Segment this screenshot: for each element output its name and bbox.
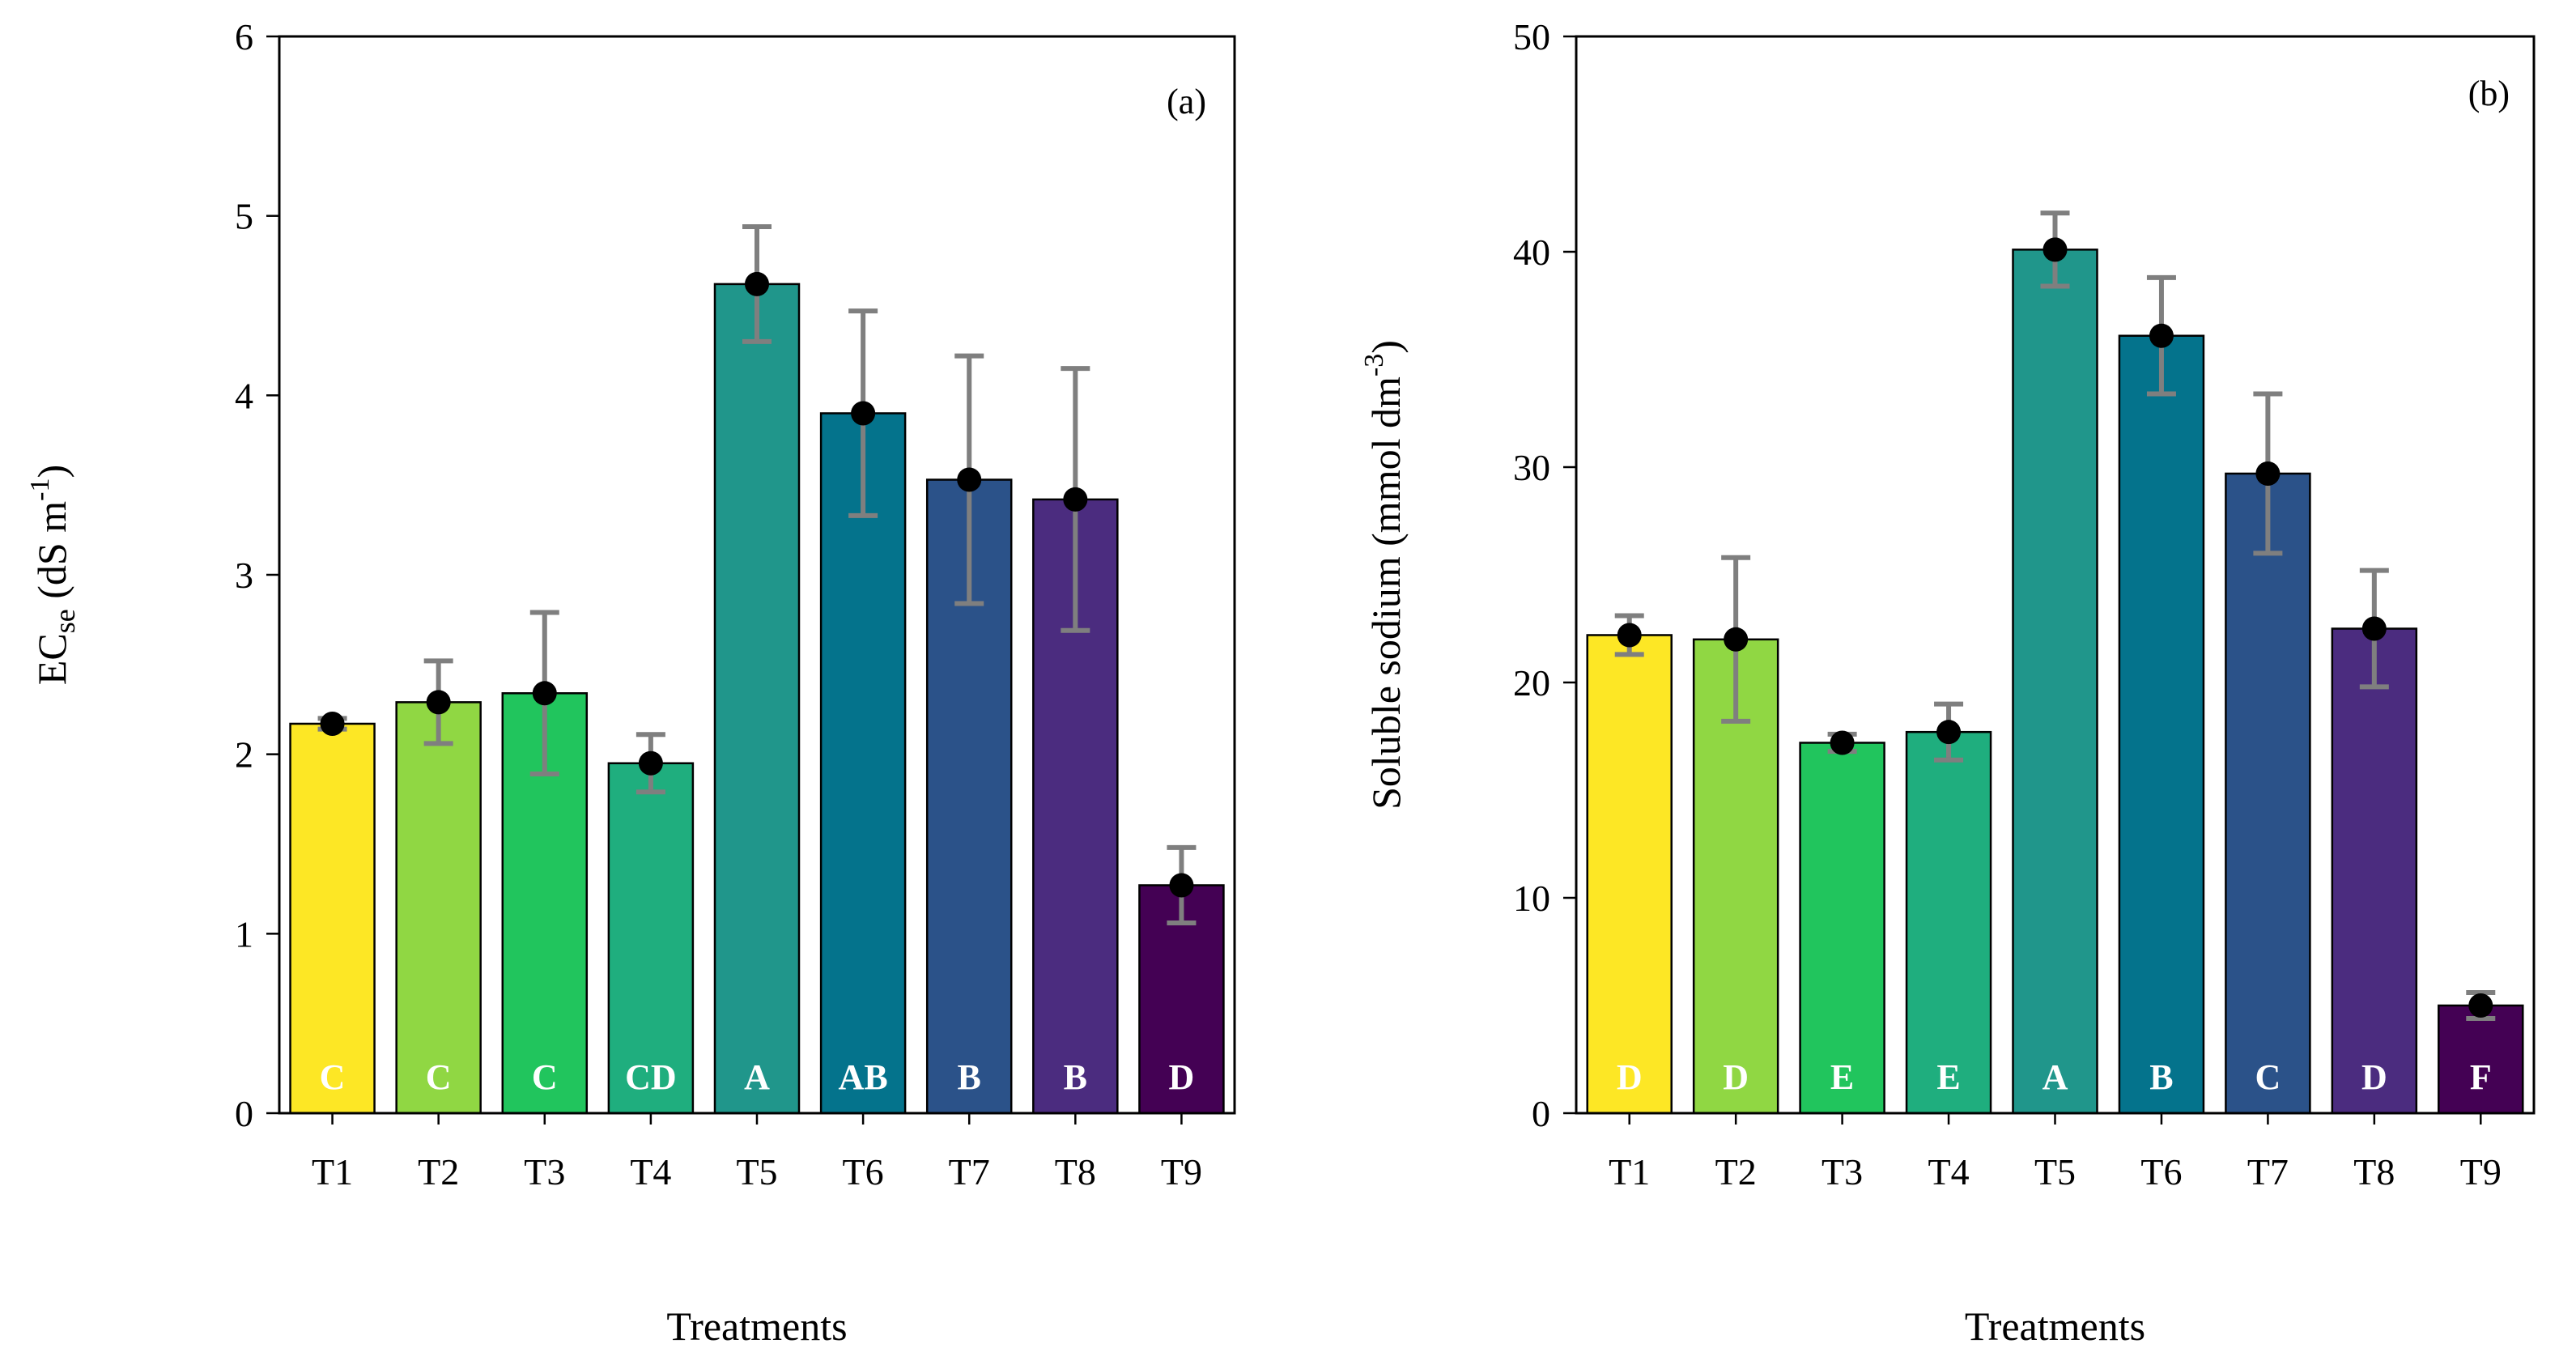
x-tick-label-T2: T2 — [1715, 1151, 1757, 1193]
x-tick-label-T8: T8 — [1055, 1151, 1096, 1193]
y-tick-label: 40 — [1513, 232, 1550, 273]
x-tick-label-T9: T9 — [1161, 1151, 1202, 1193]
significance-letter-T6: B — [2149, 1057, 2173, 1097]
mean-point-T5 — [2043, 237, 2068, 262]
mean-point-T1 — [1617, 623, 1642, 648]
x-tick-label-T6: T6 — [2140, 1151, 2182, 1193]
x-tick-label-T4: T4 — [1928, 1151, 1970, 1193]
mean-point-T3 — [1830, 730, 1855, 755]
y-tick-label: 6 — [235, 16, 253, 57]
y-tick-label: 1 — [235, 913, 253, 954]
mean-point-T2 — [426, 690, 451, 715]
mean-point-T1 — [320, 711, 345, 736]
bar-T6 — [819, 412, 907, 1115]
y-tick-label: 0 — [235, 1093, 253, 1134]
mean-point-T4 — [1936, 720, 1962, 745]
bar-T2 — [395, 701, 482, 1115]
y-axis-title-superscript: -1 — [25, 478, 55, 501]
x-tick-label-T9: T9 — [2460, 1151, 2502, 1193]
bar-T6 — [2118, 334, 2205, 1115]
x-axis-title: Treatments — [666, 1303, 847, 1349]
y-tick-label: 0 — [1532, 1093, 1550, 1134]
y-tick-label: 50 — [1513, 16, 1550, 57]
x-tick-label-T2: T2 — [418, 1151, 459, 1193]
mean-point-T6 — [851, 401, 876, 426]
mean-point-T7 — [957, 467, 982, 492]
y-tick-label: 5 — [235, 196, 253, 237]
x-tick-label-T5: T5 — [736, 1151, 777, 1193]
y-tick-label: 2 — [235, 734, 253, 776]
significance-letter-T7: C — [2255, 1057, 2281, 1097]
significance-letter-T7: B — [958, 1057, 981, 1097]
x-tick-label-T4: T4 — [630, 1151, 671, 1193]
significance-letter-T4: E — [1936, 1057, 1960, 1097]
x-tick-label-T8: T8 — [2353, 1151, 2395, 1193]
plot-frame — [278, 35, 1236, 1115]
significance-letter-T1: D — [1617, 1057, 1643, 1097]
significance-letter-T6: AB — [839, 1057, 888, 1097]
bar-T8 — [2331, 627, 2418, 1115]
y-axis-title: Soluble sodium (mmol dm-3) — [1359, 340, 1409, 810]
mean-point-T5 — [745, 271, 769, 296]
mean-point-T3 — [532, 681, 557, 706]
significance-letter-T3: E — [1830, 1057, 1854, 1097]
significance-letter-T1: C — [320, 1057, 346, 1097]
significance-letter-T5: A — [744, 1057, 770, 1097]
bar-T5 — [713, 283, 801, 1115]
significance-letter-T4: CD — [625, 1057, 677, 1097]
bar-T4 — [1905, 730, 1992, 1115]
mean-point-T6 — [2149, 323, 2174, 348]
mean-point-T4 — [638, 750, 663, 776]
panel-label: (b) — [2468, 74, 2510, 113]
x-tick-label-T5: T5 — [2034, 1151, 2076, 1193]
x-tick-label-T3: T3 — [1821, 1151, 1863, 1193]
y-axis-title-main: EC — [29, 633, 74, 685]
plot-frame — [1575, 35, 2536, 1115]
x-tick-label-T7: T7 — [2247, 1151, 2289, 1193]
mean-point-T8 — [2361, 616, 2387, 641]
mean-point-T2 — [1724, 627, 1749, 652]
x-tick-label-T1: T1 — [312, 1151, 353, 1193]
y-tick-label: 10 — [1513, 878, 1550, 919]
panel-b: D T1 D T2 E T3 E T4 A T5 B T6 C T7 D T8 F T9 0 10 20 30 40 50 (b… — [1359, 16, 2536, 1349]
bar-T3 — [1799, 742, 1885, 1115]
panel-a: C T1 C T2 C T3 CD T4 A T5 AB T6 B T7 B T8 D T9 0 1 2 3 4 5 6 (a) T… — [25, 16, 1236, 1349]
bar-T1 — [289, 722, 376, 1115]
y-axis-title-superscript: -3 — [1359, 354, 1389, 376]
significance-letter-T2: D — [1723, 1057, 1749, 1097]
y-axis-title-units: (dS m — [29, 501, 74, 609]
mean-point-T9 — [1169, 873, 1194, 898]
bar-T7 — [2225, 472, 2311, 1115]
mean-point-T7 — [2255, 461, 2281, 486]
y-axis-title-subscript: se — [49, 609, 81, 633]
significance-letter-T3: C — [532, 1057, 558, 1097]
mean-point-T9 — [2468, 993, 2493, 1018]
significance-letter-T5: A — [2043, 1057, 2068, 1097]
x-axis-title: Treatments — [1965, 1303, 2145, 1349]
y-axis-title-close: ) — [29, 465, 74, 478]
significance-letter-T9: F — [2470, 1057, 2492, 1097]
bar-T5 — [2012, 249, 2098, 1115]
y-axis-title: ECse (dS m-1) — [25, 465, 81, 685]
panel-label: (a) — [1167, 82, 1206, 121]
bar-T1 — [1586, 634, 1673, 1115]
x-tick-label-T1: T1 — [1609, 1151, 1650, 1193]
y-tick-label: 20 — [1513, 662, 1550, 704]
y-axis-title-main: Soluble sodium — [1363, 556, 1409, 810]
significance-letter-T8: B — [1064, 1057, 1087, 1097]
significance-letter-T8: D — [2361, 1057, 2387, 1097]
y-tick-label: 3 — [235, 555, 253, 596]
y-tick-label: 4 — [235, 375, 253, 416]
x-tick-label-T3: T3 — [524, 1151, 565, 1193]
y-axis-title-close: ) — [1363, 340, 1409, 354]
x-tick-label-T6: T6 — [843, 1151, 884, 1193]
significance-letter-T2: C — [426, 1057, 452, 1097]
x-tick-label-T7: T7 — [949, 1151, 990, 1193]
mean-point-T8 — [1063, 487, 1088, 512]
y-tick-label: 30 — [1513, 447, 1550, 488]
y-axis-title-units: (mmol dm — [1363, 376, 1409, 556]
significance-letter-T9: D — [1169, 1057, 1195, 1097]
